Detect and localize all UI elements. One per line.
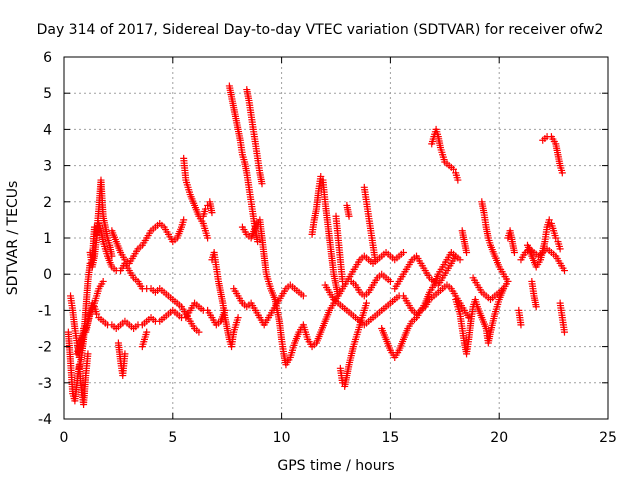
data-point-plus: [552, 234, 560, 242]
y-tick-label: -3: [38, 376, 52, 392]
data-point-plus: [88, 299, 96, 307]
y-tick-label: 0: [43, 267, 52, 283]
data-point-plus: [450, 165, 458, 173]
data-point-plus: [195, 328, 203, 336]
data-point-plus: [334, 292, 342, 300]
y-tick-label: 2: [43, 195, 52, 211]
data-point-plus: [452, 252, 460, 260]
data-point-plus: [317, 172, 325, 180]
data-point-plus: [500, 285, 508, 293]
data-point-plus: [258, 180, 266, 188]
data-point-plus: [532, 303, 540, 311]
data-point-plus: [399, 248, 407, 256]
data-point-plus: [345, 212, 353, 220]
data-point-plus: [560, 328, 568, 336]
data-point-plus: [560, 267, 568, 275]
y-tick-label: 1: [43, 231, 52, 247]
data-point-plus: [254, 238, 262, 246]
y-tick-label: 4: [43, 122, 52, 138]
y-tick-label: -1: [38, 303, 52, 319]
data-point-plus: [463, 248, 471, 256]
data-point-plus: [454, 176, 462, 184]
chart-title: Day 314 of 2017, Sidereal Day-to-day VTE…: [37, 22, 604, 38]
data-point-plus: [99, 277, 107, 285]
data-point-plus: [456, 256, 464, 264]
data-point-plus: [299, 292, 307, 300]
y-tick-label: 6: [43, 50, 52, 66]
data-point-plus: [504, 277, 512, 285]
data-point-plus: [201, 205, 209, 213]
y-tick-label: -2: [38, 340, 52, 356]
y-tick-label: 3: [43, 159, 52, 175]
axis-tick-labels: 0 5 10 15 20 25 -4 -3 -2 -1 0 1 2 3 4 5 6: [38, 50, 617, 446]
axis-ticks: [63, 56, 609, 420]
data-point-plus: [371, 256, 379, 264]
data-point-plus: [84, 350, 92, 358]
data-point-plus: [386, 277, 394, 285]
y-tick-label: 5: [43, 86, 52, 102]
x-tick-label: 20: [490, 430, 508, 446]
y-axis-label: SDTVAR / TECUs: [5, 181, 21, 296]
x-tick-label: 10: [273, 430, 291, 446]
x-tick-label: 25: [599, 430, 617, 446]
data-point-plus: [208, 209, 216, 217]
data-point-plus: [180, 216, 188, 224]
data-point-plus: [339, 277, 347, 285]
data-point-plus: [204, 234, 212, 242]
data-point-plus: [93, 310, 101, 318]
data-points: [64, 82, 568, 409]
grid: [64, 57, 608, 419]
data-point-plus: [545, 216, 553, 224]
data-point-plus: [556, 245, 564, 253]
x-tick-label: 15: [381, 430, 399, 446]
data-point-plus: [121, 350, 129, 358]
x-tick-label: 5: [168, 430, 177, 446]
x-tick-label: 0: [60, 430, 69, 446]
data-point-plus: [143, 328, 151, 336]
data-point-plus: [510, 248, 518, 256]
data-point-plus: [558, 169, 566, 177]
data-point-plus: [362, 299, 370, 307]
data-point-plus: [234, 314, 242, 322]
data-point-plus: [517, 321, 525, 329]
y-tick-label: -4: [38, 412, 52, 428]
x-axis-label: GPS time / hours: [277, 458, 394, 474]
